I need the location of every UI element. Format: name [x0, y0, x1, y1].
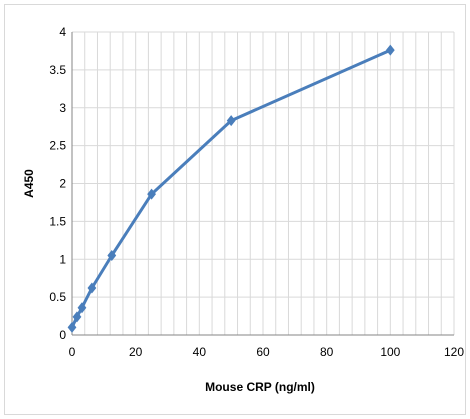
chart-area: 0 0.5 1 1.5 2 2.5 3 3.5 4 0 20 40 60 80 100 120 Mouse … [4, 4, 466, 415]
data-point-marker [87, 282, 97, 294]
y-tick-label: 0 [59, 328, 66, 342]
x-tick-label: 100 [380, 345, 400, 359]
data-point-marker [385, 44, 395, 56]
y-tick-label: 1 [59, 252, 66, 266]
x-axis-title: Mouse CRP (ng/ml) [205, 380, 315, 394]
y-tick-label: 3 [59, 101, 66, 115]
x-tick-label: 60 [256, 345, 270, 359]
data-point-marker [226, 115, 236, 127]
y-tick-label: 2.5 [49, 139, 66, 153]
data-point-marker [67, 321, 77, 333]
y-axis-title: A450 [22, 169, 36, 198]
series-line [70, 48, 392, 329]
data-point-marker [107, 249, 117, 261]
x-tick-labels: 0 20 40 60 80 100 120 [69, 345, 465, 359]
y-tick-label: 1.5 [49, 214, 66, 228]
x-tick-label: 120 [444, 345, 464, 359]
y-tick-label: 0.5 [49, 290, 66, 304]
x-tick-label: 80 [320, 345, 334, 359]
y-tick-label: 4 [59, 25, 66, 39]
x-tick-label: 0 [69, 345, 76, 359]
data-series [67, 44, 395, 333]
data-point-marker [147, 188, 156, 200]
x-tick-label: 20 [129, 345, 143, 359]
y-tick-label: 2 [59, 177, 66, 191]
data-point-marker [72, 311, 82, 323]
x-tick-label: 40 [193, 345, 207, 359]
y-tick-label: 3.5 [49, 63, 66, 77]
y-tick-labels: 0 0.5 1 1.5 2 2.5 3 3.5 4 [49, 25, 66, 342]
axes [71, 32, 454, 336]
grid-lines [71, 31, 455, 336]
chart-svg: 0 0.5 1 1.5 2 2.5 3 3.5 4 0 20 40 60 80 100 120 Mouse … [22, 25, 465, 394]
data-point-marker [77, 302, 87, 314]
